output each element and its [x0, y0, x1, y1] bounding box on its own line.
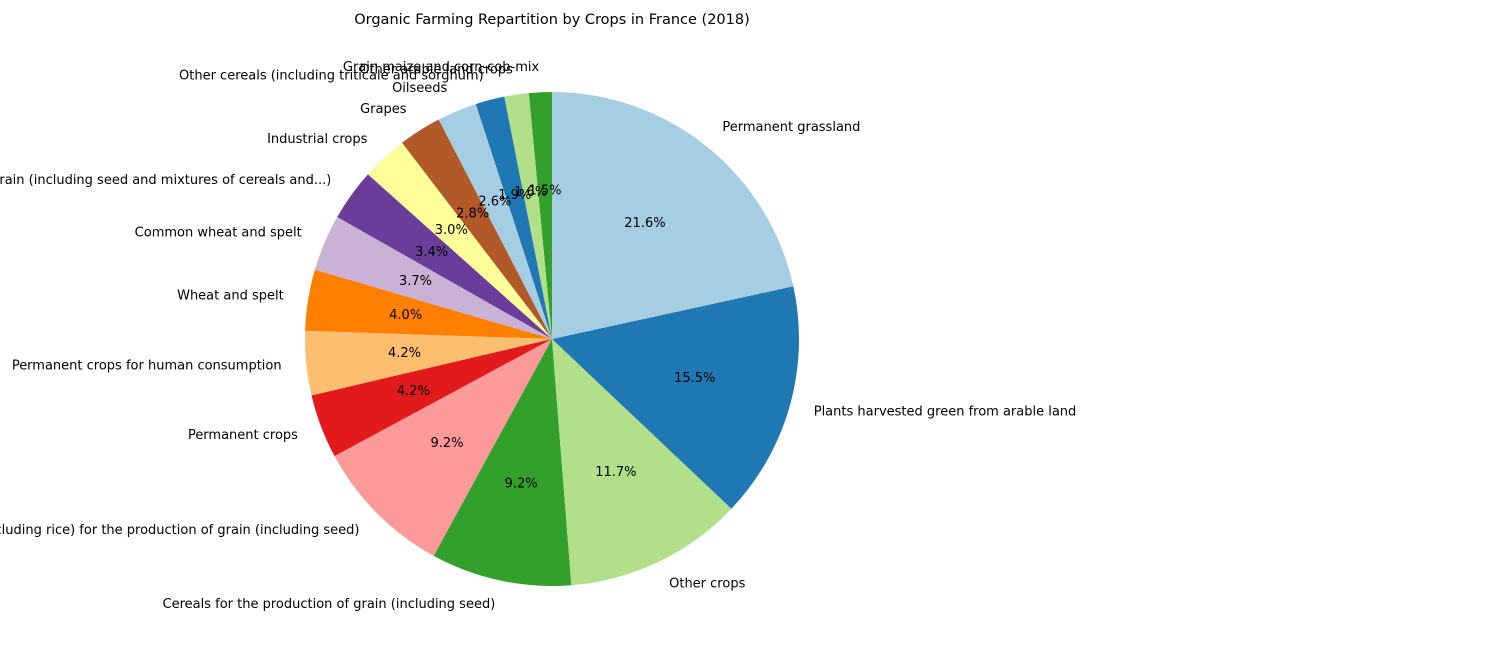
slice-category-label: Grain maize and corn-cob-mix [343, 60, 540, 75]
pie-slice [552, 339, 732, 586]
slice-percent-label: 4.2% [388, 346, 421, 361]
slice-percent-label: 2.8% [456, 206, 489, 221]
slice-percent-label: 3.7% [399, 274, 432, 289]
pie-slice [475, 96, 552, 339]
chart-title: Organic Farming Repartition by Crops in … [354, 12, 750, 28]
slice-percent-label: 9.2% [430, 436, 463, 451]
slice-category-label: Grapes [360, 102, 407, 117]
slice-category-label: Permanent crops [188, 428, 298, 443]
slice-category-label: Oilseeds [392, 81, 447, 96]
slice-percent-label: 9.2% [505, 476, 538, 491]
slice-percent-label: 1.9% [498, 188, 531, 203]
slice-percent-label: 1.5% [529, 183, 562, 198]
slice-category-label: Cereals (excluding rice) for the product… [0, 523, 359, 538]
slices-layer [304, 92, 799, 586]
slice-category-label: Other cereals (including triticale and s… [179, 69, 484, 84]
slice-percent-label: 21.6% [624, 216, 665, 231]
pie-slice [504, 93, 552, 339]
pie-slice [305, 269, 552, 339]
slice-category-label: Plants harvested green from arable land [814, 404, 1077, 419]
pie-slice [528, 92, 552, 339]
pie-slice [401, 119, 552, 339]
slice-percent-label: 2.6% [478, 195, 511, 210]
slice-category-label: Cereals for the production of grain (inc… [163, 597, 496, 612]
pie-slice [314, 217, 552, 339]
pie-slice [367, 142, 552, 339]
slice-percent-label: 4.2% [397, 384, 430, 399]
slice-category-label: Permanent crops for human consumption [12, 358, 282, 373]
slice-percent-label: 1.6% [514, 185, 547, 200]
pie-slice [334, 339, 552, 556]
pie-slice [552, 286, 799, 509]
slice-percent-label: 15.5% [674, 371, 715, 386]
percent-labels-layer: 1.5%1.6%1.9%2.6%2.8% 3.0% 3.4% 3.7% 4.0% 4.2%… [388, 183, 715, 491]
slice-percent-label: 11.7% [595, 465, 636, 480]
slice-category-label: Other arable land crops [359, 63, 513, 78]
pie-slice [337, 174, 552, 339]
pie-slice [438, 104, 552, 339]
slice-category-label: Common wheat and spelt [135, 226, 302, 241]
slice-category-label: Permanent grassland [722, 120, 860, 135]
slice-percent-label: 3.0% [435, 223, 468, 238]
slice-percent-label: 4.0% [389, 308, 422, 323]
pie-slice [304, 330, 552, 396]
pie-slice [311, 339, 552, 457]
slice-category-label: Dry pulses and protein crops for the pro… [0, 173, 331, 188]
slice-category-label: Other crops [669, 577, 745, 592]
pie-slice [552, 92, 794, 339]
slice-category-label: Industrial crops [267, 132, 368, 147]
pie-slice [433, 339, 572, 586]
slice-percent-label: 3.4% [415, 245, 448, 260]
slice-category-label: Wheat and spelt [177, 289, 284, 304]
